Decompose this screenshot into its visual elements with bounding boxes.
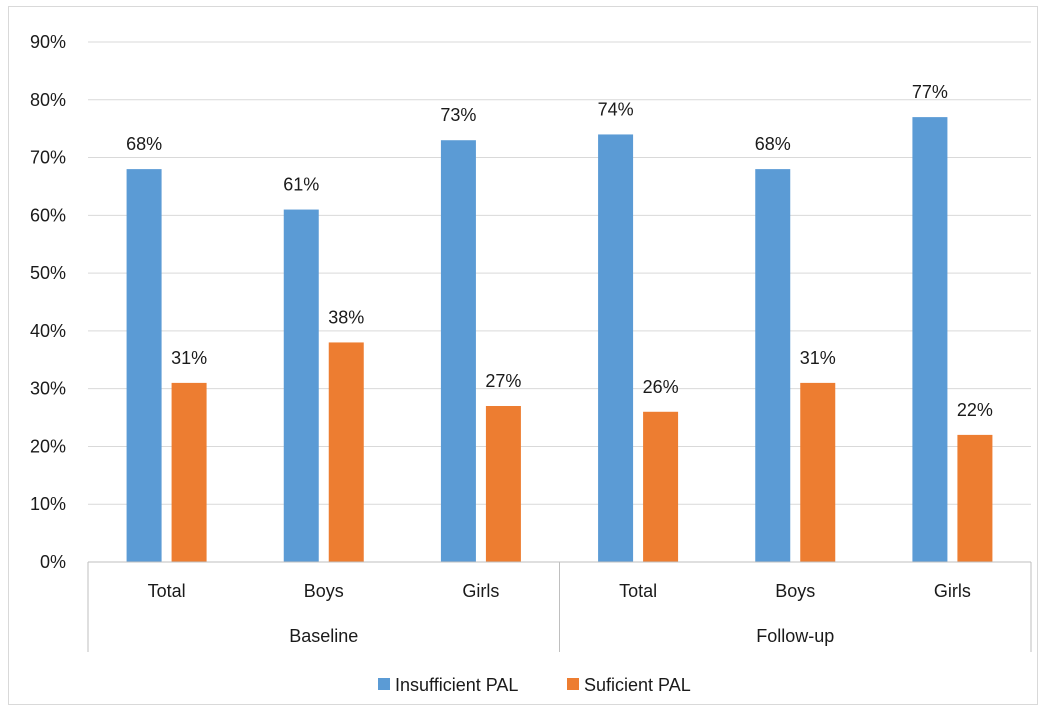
x-tick-label: Total (619, 581, 657, 601)
legend-swatch (567, 678, 579, 690)
gridlines (88, 41, 1031, 505)
bar (912, 117, 948, 562)
chart-frame (8, 6, 1038, 705)
legend-label: Suficient PAL (584, 675, 691, 695)
bar (485, 406, 521, 562)
bar (598, 134, 634, 562)
y-tick-label: 30% (30, 379, 66, 399)
y-tick-label: 20% (30, 436, 66, 456)
x-tick-label: Girls (462, 581, 499, 601)
y-tick-label: 50% (30, 263, 66, 283)
data-label: 68% (755, 134, 791, 154)
y-axis: 0% 10% 20% 30% 40% 50% 60% 70% 80% 90% (30, 32, 66, 572)
y-tick-label: 0% (40, 552, 66, 572)
data-label: 74% (598, 99, 634, 119)
bar (800, 382, 836, 562)
bar (283, 209, 319, 563)
data-label: 38% (328, 307, 364, 327)
y-tick-label: 40% (30, 321, 66, 341)
data-labels: 68% 61% 73% 74% 68% 77% 31% 38% 27% 26% 31% 22% (126, 82, 993, 420)
y-tick-label: 10% (30, 494, 66, 514)
data-label: 26% (643, 377, 679, 397)
data-label: 61% (283, 175, 319, 195)
bar (171, 382, 207, 562)
bar (126, 169, 162, 562)
data-label: 68% (126, 134, 162, 154)
y-tick-label: 70% (30, 148, 66, 168)
bar (957, 434, 993, 562)
y-tick-label: 60% (30, 205, 66, 225)
legend: Insufficient PAL Suficient PAL (378, 675, 691, 695)
data-label: 77% (912, 82, 948, 102)
bar (643, 411, 679, 562)
group-label: Baseline (289, 626, 358, 646)
bar (755, 169, 791, 562)
y-tick-label: 80% (30, 90, 66, 110)
data-label: 31% (171, 348, 207, 368)
bars (126, 117, 993, 563)
bar (328, 342, 364, 562)
data-label: 27% (485, 371, 521, 391)
x-tick-label: Total (148, 581, 186, 601)
data-label: 22% (957, 400, 993, 420)
x-axis: Total Boys Girls Total Boys Girls Baseline Foll… (87, 561, 1032, 652)
data-label: 73% (440, 105, 476, 125)
y-tick-label: 90% (30, 32, 66, 52)
group-label: Follow-up (756, 626, 834, 646)
x-tick-label: Girls (934, 581, 971, 601)
legend-label: Insufficient PAL (395, 675, 518, 695)
data-label: 31% (800, 348, 836, 368)
legend-swatch (378, 678, 390, 690)
bar (440, 140, 476, 562)
x-tick-label: Boys (304, 581, 344, 601)
x-tick-label: Boys (775, 581, 815, 601)
